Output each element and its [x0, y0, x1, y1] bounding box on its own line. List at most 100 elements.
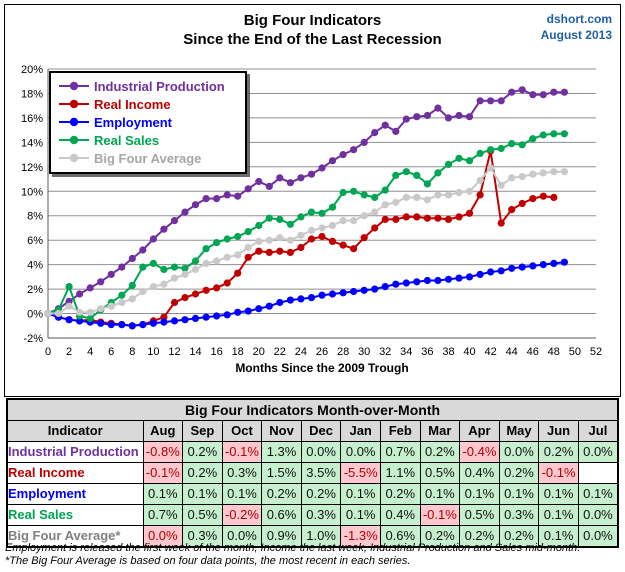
column-header-apr: Apr — [459, 420, 500, 442]
svg-text:22: 22 — [274, 346, 286, 358]
table-cell: 0.1% — [577, 483, 619, 505]
svg-text:46: 46 — [527, 346, 539, 358]
svg-text:38: 38 — [442, 346, 454, 358]
svg-text:14: 14 — [189, 346, 201, 358]
table-cell: -0.4% — [459, 441, 500, 463]
svg-text:40: 40 — [463, 346, 475, 358]
svg-text:8: 8 — [129, 346, 135, 358]
chart-legend: Industrial Production Real Income Employme… — [49, 71, 247, 174]
table-row: Real Sales 0.7% 0.5% -0.2% 0.6% 0.3% 0.1% 0.4% -… — [6, 504, 619, 526]
svg-text:52: 52 — [590, 346, 602, 358]
table-cell: -0.2% — [221, 504, 263, 526]
footnote-release-schedule: Employment is released the first week of… — [5, 542, 581, 554]
table-header-row: Indicator Aug Sep Oct Nov Dec Jan Feb Mar Apr May J… — [6, 420, 619, 442]
column-header-aug: Aug — [142, 420, 184, 442]
table-cell: 0.1% — [142, 483, 184, 505]
svg-text:18%: 18% — [21, 89, 43, 101]
chart-title-line1: Big Four Indicators — [243, 12, 382, 29]
table-cell: 0.1% — [419, 483, 461, 505]
legend-item-industrial-production: Industrial Production — [59, 77, 237, 95]
table-cell: 0.3% — [182, 525, 223, 548]
svg-text:32: 32 — [379, 346, 391, 358]
column-header-nov: Nov — [261, 420, 302, 442]
row-label: Real Sales — [6, 504, 144, 526]
table-cell: 0.0% — [577, 525, 619, 548]
row-label: Real Income — [6, 462, 144, 484]
table-cell: 0.2% — [498, 462, 540, 484]
row-label: Big Four Average* — [6, 525, 144, 548]
legend-marker-icon — [59, 135, 89, 145]
legend-label: Big Four Average — [94, 150, 202, 166]
column-header-may: May — [498, 420, 540, 442]
svg-text:-2%: -2% — [23, 333, 43, 345]
svg-text:44: 44 — [506, 346, 518, 358]
svg-text:8%: 8% — [27, 211, 43, 223]
table-cell: 1.3% — [261, 441, 302, 463]
table-cell: 0.0% — [221, 525, 263, 548]
table-cell: 0.0% — [577, 441, 619, 463]
svg-text:4: 4 — [87, 346, 93, 358]
table-cell: 0.2% — [538, 441, 579, 463]
svg-text:12: 12 — [168, 346, 180, 358]
svg-text:16%: 16% — [21, 113, 43, 125]
table-cell: 0.1% — [498, 483, 540, 505]
svg-text:18: 18 — [232, 346, 244, 358]
table-cell: 0.4% — [379, 504, 421, 526]
table-cell: 0.0% — [498, 441, 540, 463]
table-cell: 0.4% — [459, 462, 500, 484]
table-cell: 0.7% — [142, 504, 184, 526]
column-header-oct: Oct — [221, 420, 263, 442]
table-cell: 0.1% — [221, 483, 263, 505]
table-cell: 0.3% — [221, 462, 263, 484]
table-footnotes: Employment is released the first week of… — [5, 542, 621, 568]
footnote-average-note: *The Big Four Average is based on four d… — [5, 555, 411, 567]
svg-text:10%: 10% — [21, 186, 43, 198]
source-date: August 2013 — [540, 28, 612, 42]
svg-text:6%: 6% — [27, 235, 43, 247]
svg-text:50: 50 — [569, 346, 581, 358]
month-over-month-table: Big Four Indicators Month-over-Month Indi… — [6, 398, 619, 548]
svg-text:10: 10 — [147, 346, 159, 358]
svg-text:0: 0 — [45, 346, 51, 358]
legend-marker-icon — [59, 117, 89, 127]
table-cell: 0.0% — [300, 441, 342, 463]
legend-marker-icon — [59, 81, 89, 91]
table-cell: -0.8% — [142, 441, 184, 463]
table-cell: 0.6% — [379, 525, 421, 548]
chart-panel: Big Four Indicators Since the End of the… — [4, 4, 621, 397]
legend-label: Real Sales — [94, 132, 160, 148]
column-header-feb: Feb — [379, 420, 421, 442]
column-header-jun: Jun — [538, 420, 579, 442]
table-cell: -0.1% — [142, 462, 184, 484]
table-cell: 0.5% — [182, 504, 223, 526]
table-cell: 0.1% — [340, 483, 381, 505]
row-label: Employment — [6, 483, 144, 505]
table-cell: 0.2% — [261, 483, 302, 505]
chart-source: dshort.com August 2013 — [541, 11, 612, 43]
legend-label: Industrial Production — [94, 78, 225, 94]
table-cell: 0.2% — [498, 525, 540, 548]
svg-text:20: 20 — [253, 346, 265, 358]
svg-text:0%: 0% — [27, 309, 43, 321]
svg-text:20%: 20% — [21, 64, 43, 76]
svg-text:42: 42 — [484, 346, 496, 358]
table-title-row: Big Four Indicators Month-over-Month — [6, 398, 619, 421]
legend-label: Employment — [94, 114, 173, 130]
legend-item-real-sales: Real Sales — [59, 131, 237, 149]
svg-text:6: 6 — [108, 346, 114, 358]
svg-text:36: 36 — [421, 346, 433, 358]
chart-title-line2: Since the End of the Last Recession — [183, 31, 442, 48]
column-header-sep: Sep — [182, 420, 223, 442]
table-row: Employment 0.1% 0.1% 0.1% 0.2% 0.2% 0.1% 0.2% 0.… — [6, 483, 619, 505]
table-cell: 0.1% — [459, 483, 500, 505]
legend-item-big-four-average: Big Four Average — [59, 149, 237, 167]
table-row: Industrial Production -0.8% 0.2% -0.1% 1.3% 0… — [6, 441, 619, 463]
table-cell: 0.1% — [538, 525, 579, 548]
svg-text:28: 28 — [337, 346, 349, 358]
svg-text:24: 24 — [295, 346, 307, 358]
table-cell: 0.1% — [538, 483, 579, 505]
table-cell: 0.7% — [379, 441, 421, 463]
column-header-indicator: Indicator — [6, 420, 144, 442]
table-cell: -5.5% — [340, 462, 381, 484]
table-cell: 0.5% — [459, 504, 500, 526]
